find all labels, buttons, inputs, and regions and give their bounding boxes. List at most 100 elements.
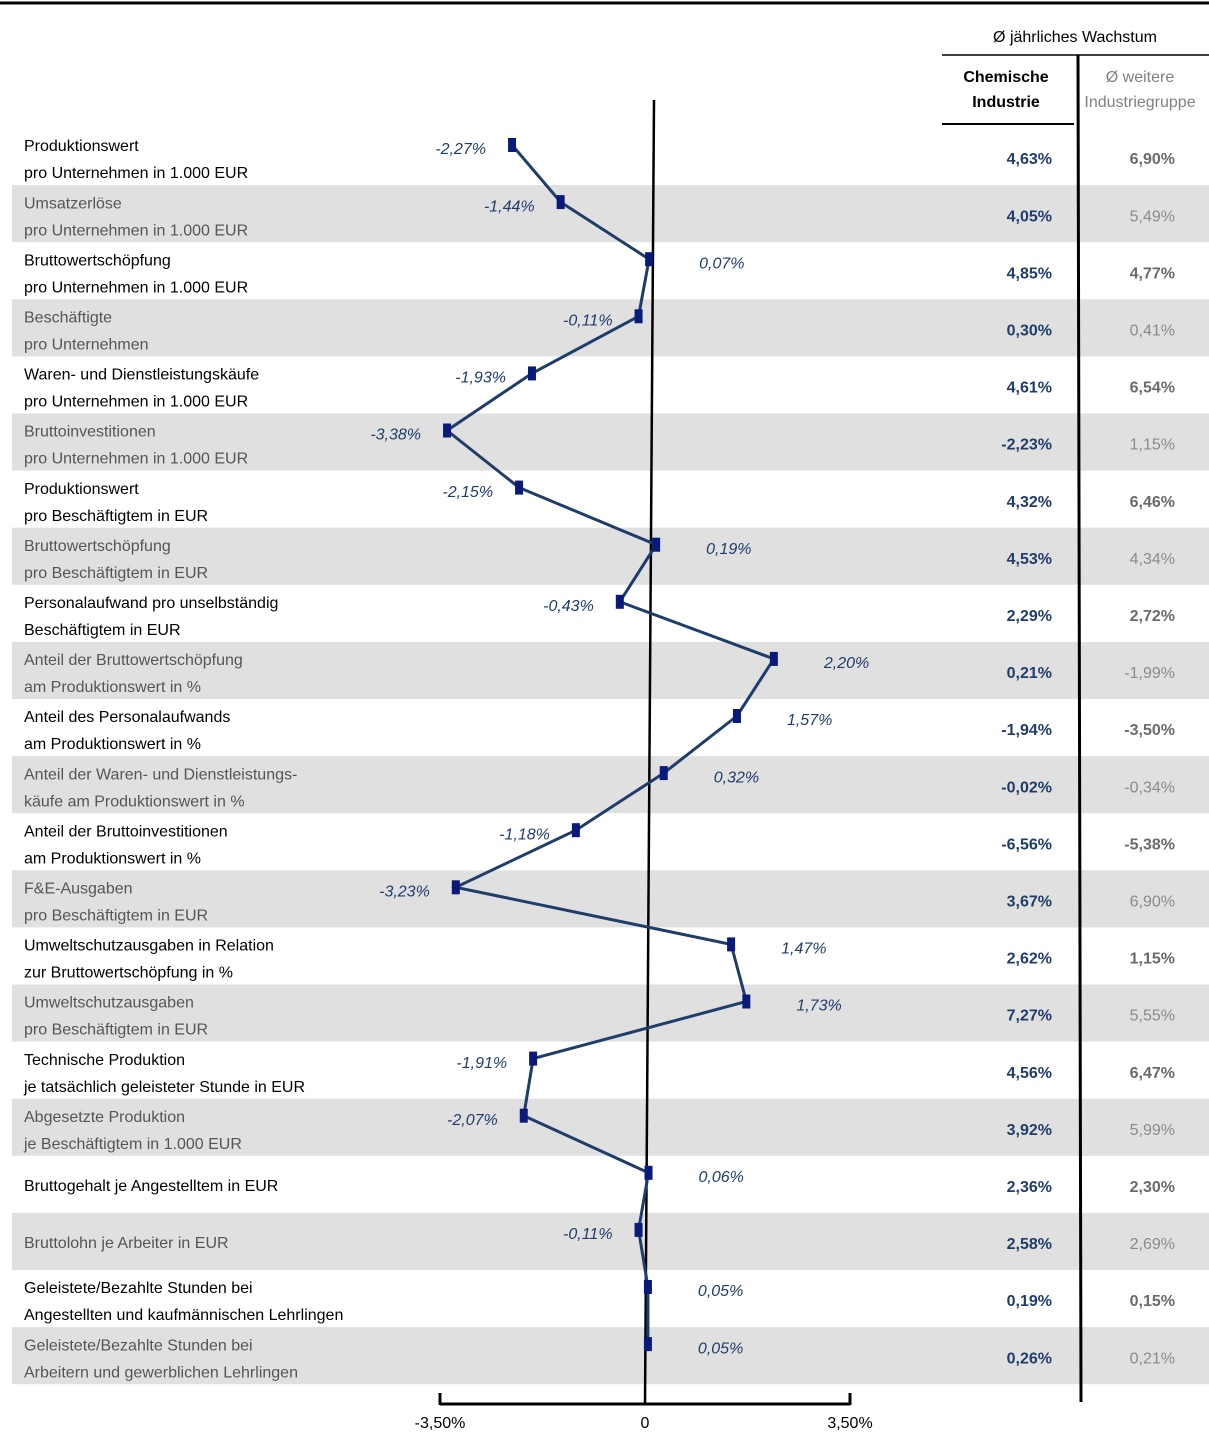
table-cell: 6,47% [1130,1065,1175,1082]
row-label: käufe am Produktionswert in % [24,793,245,810]
row-label: pro Unternehmen in 1.000 EUR [24,222,248,239]
value-label: 1,57% [787,712,832,729]
value-label: -1,93% [455,370,506,387]
row-label: Angestellten und kaufmännischen Lehrling… [24,1307,343,1324]
column-divider [1076,54,1083,1403]
row-label: Bruttowertschöpfung [24,252,171,269]
row-label: Bruttogehalt je Angestelltem in EUR [24,1178,278,1195]
row-label: Umsatzerlöse [24,195,122,212]
table-cell: 2,30% [1130,1179,1175,1196]
table-cell: -3,50% [1124,722,1175,739]
table-cell: -0,02% [1001,779,1052,796]
table-cell: 4,32% [1007,494,1052,511]
marker [443,423,452,438]
row-label: Anteil des Personalaufwands [24,709,230,726]
value-label: 0,06% [699,1169,744,1186]
table-cell: 0,41% [1130,323,1175,340]
table-cell: 3,67% [1007,894,1052,911]
row-label: pro Unternehmen [24,337,149,354]
row-label: Geleistete/Bezahlte Stunden bei [24,1280,253,1297]
marker [769,651,778,666]
table-cell: 3,92% [1007,1122,1052,1139]
row-label: F&E-Ausgaben [24,881,133,898]
table-cell: 4,56% [1007,1065,1052,1082]
row-label: pro Beschäftigtem in EUR [24,565,208,582]
marker [515,480,524,495]
value-label: -2,07% [447,1112,498,1129]
row-label: Geleistete/Bezahlte Stunden bei [24,1337,253,1354]
row-label: Umweltschutzausgaben in Relation [24,938,274,955]
table-cell: 4,61% [1007,380,1052,397]
table-cell: 0,26% [1007,1350,1052,1367]
table-cell: 2,62% [1007,951,1052,968]
value-label: 1,73% [796,998,841,1015]
table-cell: -1,99% [1124,665,1175,682]
series-line [444,144,777,1345]
row-band [12,984,1209,1042]
row-label: Bruttoinvestitionen [24,424,156,441]
row-label: pro Unternehmen in 1.000 EUR [24,279,248,296]
column-header: Industrie [972,94,1040,111]
table-cell: -6,56% [1001,836,1052,853]
marker [645,252,654,267]
table-cell: 6,90% [1130,894,1175,911]
table-cell: 2,72% [1130,608,1175,625]
value-label: -3,23% [379,884,430,901]
column-header: Chemische [963,69,1048,86]
value-label: -0,43% [543,598,594,615]
row-label: Technische Produktion [24,1052,185,1069]
row-label: Bruttolohn je Arbeiter in EUR [24,1235,229,1252]
value-label: 1,47% [781,941,826,958]
value-label: -0,11% [563,1226,613,1243]
marker [652,537,661,552]
table-cell: 4,85% [1007,265,1052,282]
marker [643,1337,652,1352]
marker [508,138,517,152]
table-cell: -1,94% [1001,722,1052,739]
table-cell: 4,63% [1007,151,1052,168]
table-cell: 6,90% [1130,151,1175,168]
row-label: pro Unternehmen in 1.000 EUR [24,165,248,182]
table-cell: 4,77% [1130,265,1175,282]
row-bands [12,185,1209,1385]
column-group-header: Ø jährliches Wachstum [993,29,1157,46]
zero-line [643,99,656,1406]
value-label: -1,18% [499,826,550,843]
marker [634,1222,643,1237]
row-label: Anteil der Bruttoinvestitionen [24,823,228,840]
marker [519,1108,528,1123]
marker [732,709,741,723]
value-label: -2,15% [442,484,493,501]
row-label: Produktionswert [24,481,139,498]
row-label: Produktionswert [24,138,139,155]
marker [527,366,536,381]
row-label: am Produktionswert in % [24,736,201,753]
marker [643,1280,652,1294]
table-cell: 4,05% [1007,208,1052,225]
row-label: Bruttowertschöpfung [24,538,171,555]
row-label: Anteil der Waren- und Dienstleistungs- [24,766,297,783]
marker [727,937,736,952]
value-label: 0,05% [698,1340,743,1357]
row-label: Beschäftigtem in EUR [24,622,181,639]
table-cell: 0,21% [1130,1350,1175,1367]
value-label: -1,44% [484,198,535,215]
table-cell: 1,15% [1130,437,1175,454]
table-cell: 0,19% [1007,1293,1052,1310]
row-label: je Beschäftigtem in 1.000 EUR [23,1136,242,1153]
row-label: Personalaufwand pro unselbständig [24,595,278,612]
row-band [12,1212,1209,1270]
marker [529,1051,538,1066]
table-cell: -5,38% [1124,836,1175,853]
table-cell: 2,58% [1007,1236,1052,1253]
marker [615,594,624,609]
row-label: pro Unternehmen in 1.000 EUR [24,394,248,411]
row-band [12,527,1209,585]
value-label: 0,07% [699,255,744,272]
table-cell: 6,46% [1130,494,1175,511]
row-label: Beschäftigte [24,310,112,327]
x-tick-label: 0 [641,1415,650,1432]
column-header: Industriegruppe [1084,94,1195,111]
row-label: pro Beschäftigtem in EUR [24,1022,208,1039]
